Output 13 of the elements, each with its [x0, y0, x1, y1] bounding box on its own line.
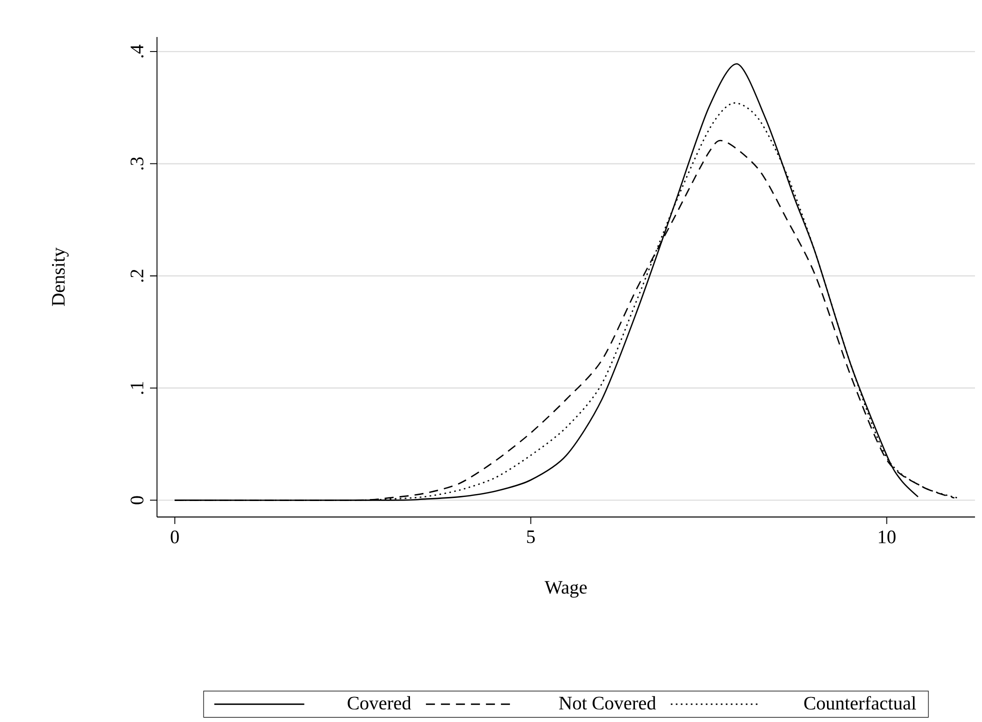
y-tick-label: .3 [130, 157, 144, 170]
x-tick-label: 5 [527, 530, 535, 544]
y-tick-label: .4 [130, 44, 144, 58]
x-tick-label: 0 [170, 530, 179, 544]
y-tick-label: .1 [130, 382, 144, 394]
y-axis-title: Density [52, 248, 69, 306]
legend-label: Not Covered [559, 696, 656, 710]
legend-label: Counterfactual [804, 696, 916, 710]
y-tick-label: .2 [130, 270, 144, 282]
y-tick-label: 0 [130, 496, 144, 504]
legend-label: Covered [348, 696, 412, 710]
x-tick-label: 10 [878, 530, 896, 544]
x-axis-title: Wage [544, 581, 587, 598]
